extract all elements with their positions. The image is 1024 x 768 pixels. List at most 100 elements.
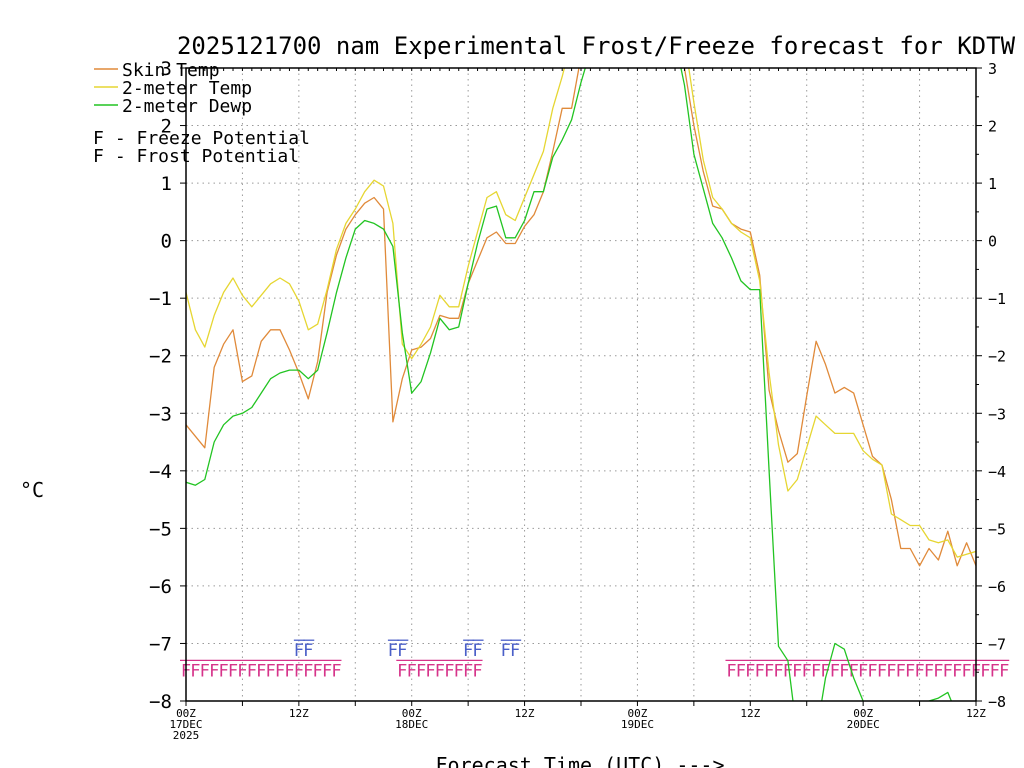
freeze-potential-marker: F <box>331 661 341 681</box>
series-line-2-meter-dewp <box>186 68 953 701</box>
freeze-potential-marker: F <box>952 661 962 681</box>
freeze-potential-marker: F <box>914 661 924 681</box>
y-tick-label-right: 2 <box>988 118 997 136</box>
y-tick-label-right: −2 <box>988 348 1006 366</box>
freeze-potential-marker: F <box>736 661 746 681</box>
x-tick-label: 20DEC <box>847 718 880 731</box>
legend: Skin Temp 2-meter Temp 2-meter Dewp F - … <box>93 60 310 167</box>
series-line-2-meter-temp <box>186 68 976 558</box>
freeze-potential-marker: F <box>792 661 802 681</box>
y-tick-label-left: −5 <box>149 518 172 540</box>
y-tick-label-left: 0 <box>161 231 172 253</box>
freeze-potential-marker: F <box>990 661 1000 681</box>
freeze-potential-marker: F <box>905 661 915 681</box>
series-line-skin-temp <box>186 68 976 567</box>
y-tick-label-left: 1 <box>161 173 172 195</box>
frost-potential-marker: F <box>397 641 407 661</box>
freeze-potential-marker: F <box>849 661 859 681</box>
freeze-potential-marker: F <box>444 661 454 681</box>
x-axis-label: Forecast Time (UTC) ---> <box>436 753 725 768</box>
chart-title: 2025121700 nam Experimental Frost/Freeze… <box>177 32 1016 60</box>
x-tick-label: 12Z <box>740 707 760 720</box>
freeze-potential-marker: F <box>218 661 228 681</box>
freeze-potential-marker: F <box>237 661 247 681</box>
freeze-potential-marker: F <box>924 661 934 681</box>
freeze-potential-marker: F <box>755 661 765 681</box>
x-tick-label: 2025 <box>173 729 200 742</box>
freeze-potential-marker: F <box>322 661 332 681</box>
freeze-potential-marker: F <box>256 661 266 681</box>
freeze-potential-marker: F <box>275 661 285 681</box>
freeze-potential-marker: F <box>764 661 774 681</box>
x-tick-label: 17DEC <box>169 718 202 731</box>
y-tick-label-right: −8 <box>988 693 1006 711</box>
x-tick-label: 00Z <box>853 707 873 720</box>
freeze-potential-marker: F <box>858 661 868 681</box>
freeze-potential-marker: F <box>294 661 304 681</box>
y-axis-right: −8 −7 −6 −5 −4 −3 −2 −1 0 1 2 3 <box>976 60 1006 711</box>
y-tick-label-right: −6 <box>988 578 1006 596</box>
y-tick-label-right: −3 <box>988 405 1006 423</box>
freeze-potential-marker: F <box>313 661 323 681</box>
legend-2m-dewp-label: 2-meter Dewp <box>122 96 252 117</box>
x-tick-label: 00Z <box>402 707 422 720</box>
frost-potential-marker: F <box>388 641 398 661</box>
freeze-potential-marker: F <box>839 661 849 681</box>
legend-freeze-letter: F <box>93 128 104 149</box>
legend-2m-temp-label: 2-meter Temp <box>122 78 252 99</box>
freeze-potential-marker: F <box>773 661 783 681</box>
legend-frost-text: - Frost Potential <box>104 146 299 167</box>
y-tick-label-right: −7 <box>988 635 1006 653</box>
frost-potential-marker: F <box>472 641 482 661</box>
y-tick-label-right: 0 <box>988 233 997 251</box>
y-tick-label-right: −4 <box>988 463 1006 481</box>
x-tick-label: 12Z <box>515 707 535 720</box>
freeze-potential-marker: F <box>783 661 793 681</box>
x-tick-label: 19DEC <box>621 718 654 731</box>
freeze-potential-marker: F <box>247 661 257 681</box>
freeze-potential-marker: F <box>200 661 210 681</box>
freeze-potential-marker: F <box>303 661 313 681</box>
freeze-potential-marker: F <box>190 661 200 681</box>
frost-potential-marker: F <box>463 641 473 661</box>
y-tick-label-left: 2 <box>161 116 172 138</box>
gridlines <box>186 68 976 701</box>
y-tick-label-left: −2 <box>149 346 172 368</box>
freeze-potential-marker: F <box>961 661 971 681</box>
freeze-potential-marker: F <box>726 661 736 681</box>
y-tick-label-right: 3 <box>988 60 997 78</box>
frost-potential-marker: F <box>501 641 511 661</box>
freeze-potential-marker: F <box>867 661 877 681</box>
frost-potential-marker: F <box>510 641 520 661</box>
freeze-potential-marker: F <box>416 661 426 681</box>
freeze-potential-marker: F <box>933 661 943 681</box>
x-tick-label: 12Z <box>289 707 309 720</box>
freeze-potential-marker: F <box>745 661 755 681</box>
freeze-potential-marker: F <box>820 661 830 681</box>
y-axis-label: °C <box>20 478 44 502</box>
legend-skin-temp-label: Skin Temp <box>122 60 220 81</box>
freeze-potential-marker: F <box>896 661 906 681</box>
y-tick-label-left: −1 <box>149 288 172 310</box>
y-tick-label-right: −5 <box>988 520 1006 538</box>
freeze-potential-marker: F <box>802 661 812 681</box>
y-tick-label-left: 3 <box>161 58 172 80</box>
freeze-potential-marker: F <box>811 661 821 681</box>
freeze-potential-marker: F <box>877 661 887 681</box>
plot-series <box>186 68 976 701</box>
x-tick-label: 12Z <box>966 707 986 720</box>
freeze-potential-marker: F <box>980 661 990 681</box>
freeze-potential-marker: F <box>407 661 417 681</box>
y-tick-label-right: −1 <box>988 290 1006 308</box>
freeze-potential-marker: F <box>284 661 294 681</box>
freeze-potential-marker: F <box>999 661 1009 681</box>
y-tick-label-left: −4 <box>149 461 172 483</box>
y-tick-label-left: −8 <box>149 691 172 713</box>
freeze-potential-marker: F <box>425 661 435 681</box>
y-axis-left: −8 −7 −6 −5 −4 −3 −2 −1 0 1 2 3 <box>149 58 186 713</box>
freeze-potential-marker: F <box>943 661 953 681</box>
